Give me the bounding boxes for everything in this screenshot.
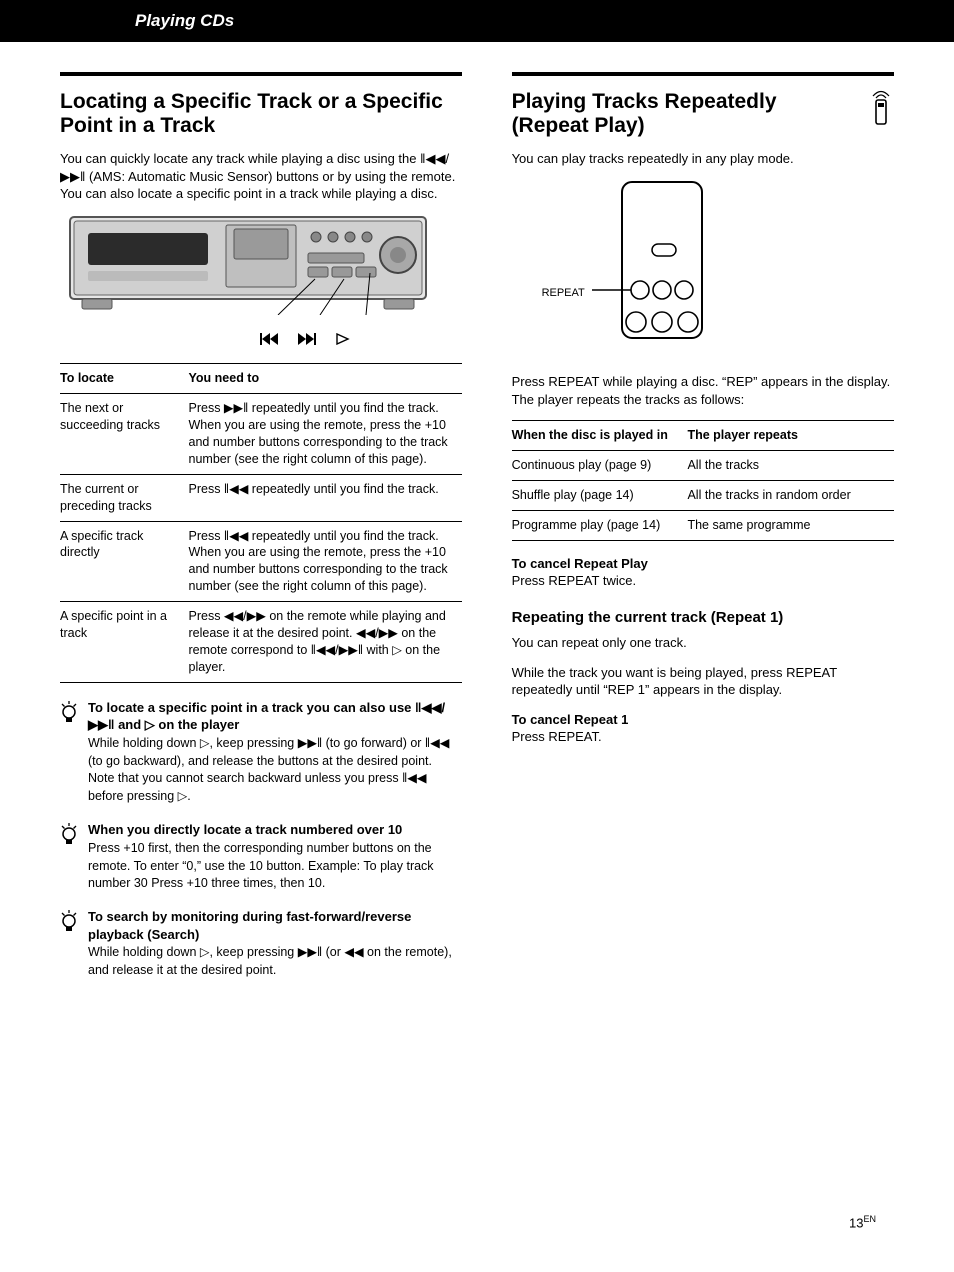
cassette-deck-illustration [68, 215, 428, 315]
table-row: The current or preceding tracks Press ‖◀… [60, 474, 462, 521]
page-number: 13EN [849, 1213, 876, 1232]
tip-text: Press +10 first, then the corresponding … [88, 841, 434, 891]
th-locate: To locate [60, 370, 189, 387]
rule-thick [60, 72, 462, 76]
repeat1-cancel: To cancel Repeat 1 Press REPEAT. [512, 711, 894, 746]
tip-head: When you directly locate a track numbere… [88, 822, 402, 837]
th-action: You need to [189, 370, 462, 387]
rewind-ams-icon [260, 333, 280, 345]
page-body: Locating a Specific Track or a Specific … [0, 42, 954, 979]
left-section-title: Locating a Specific Track or a Specific … [60, 90, 462, 138]
table-row: A specific point in a track Press ◀◀/▶▶ … [60, 601, 462, 682]
td-a: A specific track directly [60, 528, 189, 596]
tip-bulb-icon [60, 823, 78, 845]
forward-ams-icon [298, 333, 318, 345]
repeat1-title: Repeating the current track (Repeat 1) [512, 608, 894, 628]
remote-label: REPEAT [542, 286, 844, 301]
table-row: The next or succeeding tracks Press ▶▶‖ … [60, 393, 462, 474]
right-step: Press REPEAT while playing a disc. “REP”… [512, 373, 894, 408]
cancel-body: Press REPEAT twice. [512, 573, 637, 588]
table-row: Continuous play (page 9) All the tracks [512, 450, 894, 480]
repeat1-cancel-head: To cancel Repeat 1 [512, 712, 629, 727]
play-hollow-icon [336, 333, 350, 345]
tip-head: To locate a specific point in a track yo… [88, 700, 445, 733]
tip-block: When you directly locate a track numbere… [60, 821, 462, 892]
tip-body: When you directly locate a track numbere… [88, 821, 462, 892]
td-b: All the tracks [687, 457, 894, 474]
cancel-block: To cancel Repeat Play Press REPEAT twice… [512, 555, 894, 590]
table-row: A specific track directly Press ‖◀◀ repe… [60, 521, 462, 602]
tip-body: To search by monitoring during fast-forw… [88, 908, 462, 979]
right-title-text: Playing Tracks Repeatedly (Repeat Play) [512, 90, 854, 138]
page-number-value: 13 [849, 1215, 863, 1230]
th-repeats: The player repeats [687, 427, 894, 444]
header-bar: Playing CDs [0, 0, 954, 42]
rule [60, 682, 462, 683]
td-a: The next or succeeding tracks [60, 400, 189, 468]
th-mode: When the disc is played in [512, 427, 688, 444]
tip-body: To locate a specific point in a track yo… [88, 699, 462, 806]
table-header: When the disc is played in The player re… [512, 420, 894, 450]
right-column: Playing Tracks Repeatedly (Repeat Play) … [512, 42, 894, 979]
td-a: The current or preceding tracks [60, 481, 189, 515]
repeat1-cancel-body: Press REPEAT. [512, 729, 602, 744]
table-row: Programme play (page 14) The same progra… [512, 510, 894, 540]
device-icon-labels [260, 333, 462, 345]
device-figure [68, 215, 462, 320]
rule-thick [512, 72, 894, 76]
remote-figure: REPEAT [592, 180, 894, 359]
tip-text: While holding down ▷, keep pressing ▶▶‖ … [88, 945, 452, 977]
table-row: Shuffle play (page 14) All the tracks in… [512, 480, 894, 510]
td-b: Press ‖◀◀ repeatedly until you find the … [189, 528, 462, 596]
repeat-table: When the disc is played in The player re… [512, 420, 894, 541]
tip-block: To locate a specific point in a track yo… [60, 699, 462, 806]
repeat1-para: You can repeat only one track. [512, 634, 894, 652]
td-a: Continuous play (page 9) [512, 457, 688, 474]
left-title-text: Locating a Specific Track or a Specific … [60, 90, 462, 138]
td-a: Shuffle play (page 14) [512, 487, 688, 504]
td-b: The same programme [687, 517, 894, 534]
td-a: Programme play (page 14) [512, 517, 688, 534]
tip-text: While holding down ▷, keep pressing ▶▶‖ … [88, 736, 449, 804]
td-b: Press ◀◀/▶▶ on the remote while playing … [189, 608, 462, 676]
locate-table: To locate You need to The next or succee… [60, 363, 462, 682]
td-a: A specific point in a track [60, 608, 189, 676]
tip-bulb-icon [60, 910, 78, 932]
header-title: Playing CDs [135, 10, 234, 33]
td-b: Press ‖◀◀ repeatedly until you find the … [189, 481, 462, 515]
remote-icon [868, 90, 894, 126]
right-section-title: Playing Tracks Repeatedly (Repeat Play) [512, 90, 894, 138]
right-intro: You can play tracks repeatedly in any pl… [512, 150, 894, 168]
left-intro: You can quickly locate any track while p… [60, 150, 462, 203]
tip-head: To search by monitoring during fast-forw… [88, 909, 411, 942]
cancel-head: To cancel Repeat Play [512, 556, 648, 571]
td-b: All the tracks in random order [687, 487, 894, 504]
table-header: To locate You need to [60, 363, 462, 393]
tip-bulb-icon [60, 701, 78, 723]
left-column: Locating a Specific Track or a Specific … [60, 42, 462, 979]
remote-illustration [592, 180, 732, 340]
rule [512, 540, 894, 541]
repeat1-step: While the track you want is being played… [512, 664, 894, 699]
td-b: Press ▶▶‖ repeatedly until you find the … [189, 400, 462, 468]
tip-block: To search by monitoring during fast-forw… [60, 908, 462, 979]
page-lang: EN [863, 1214, 876, 1224]
